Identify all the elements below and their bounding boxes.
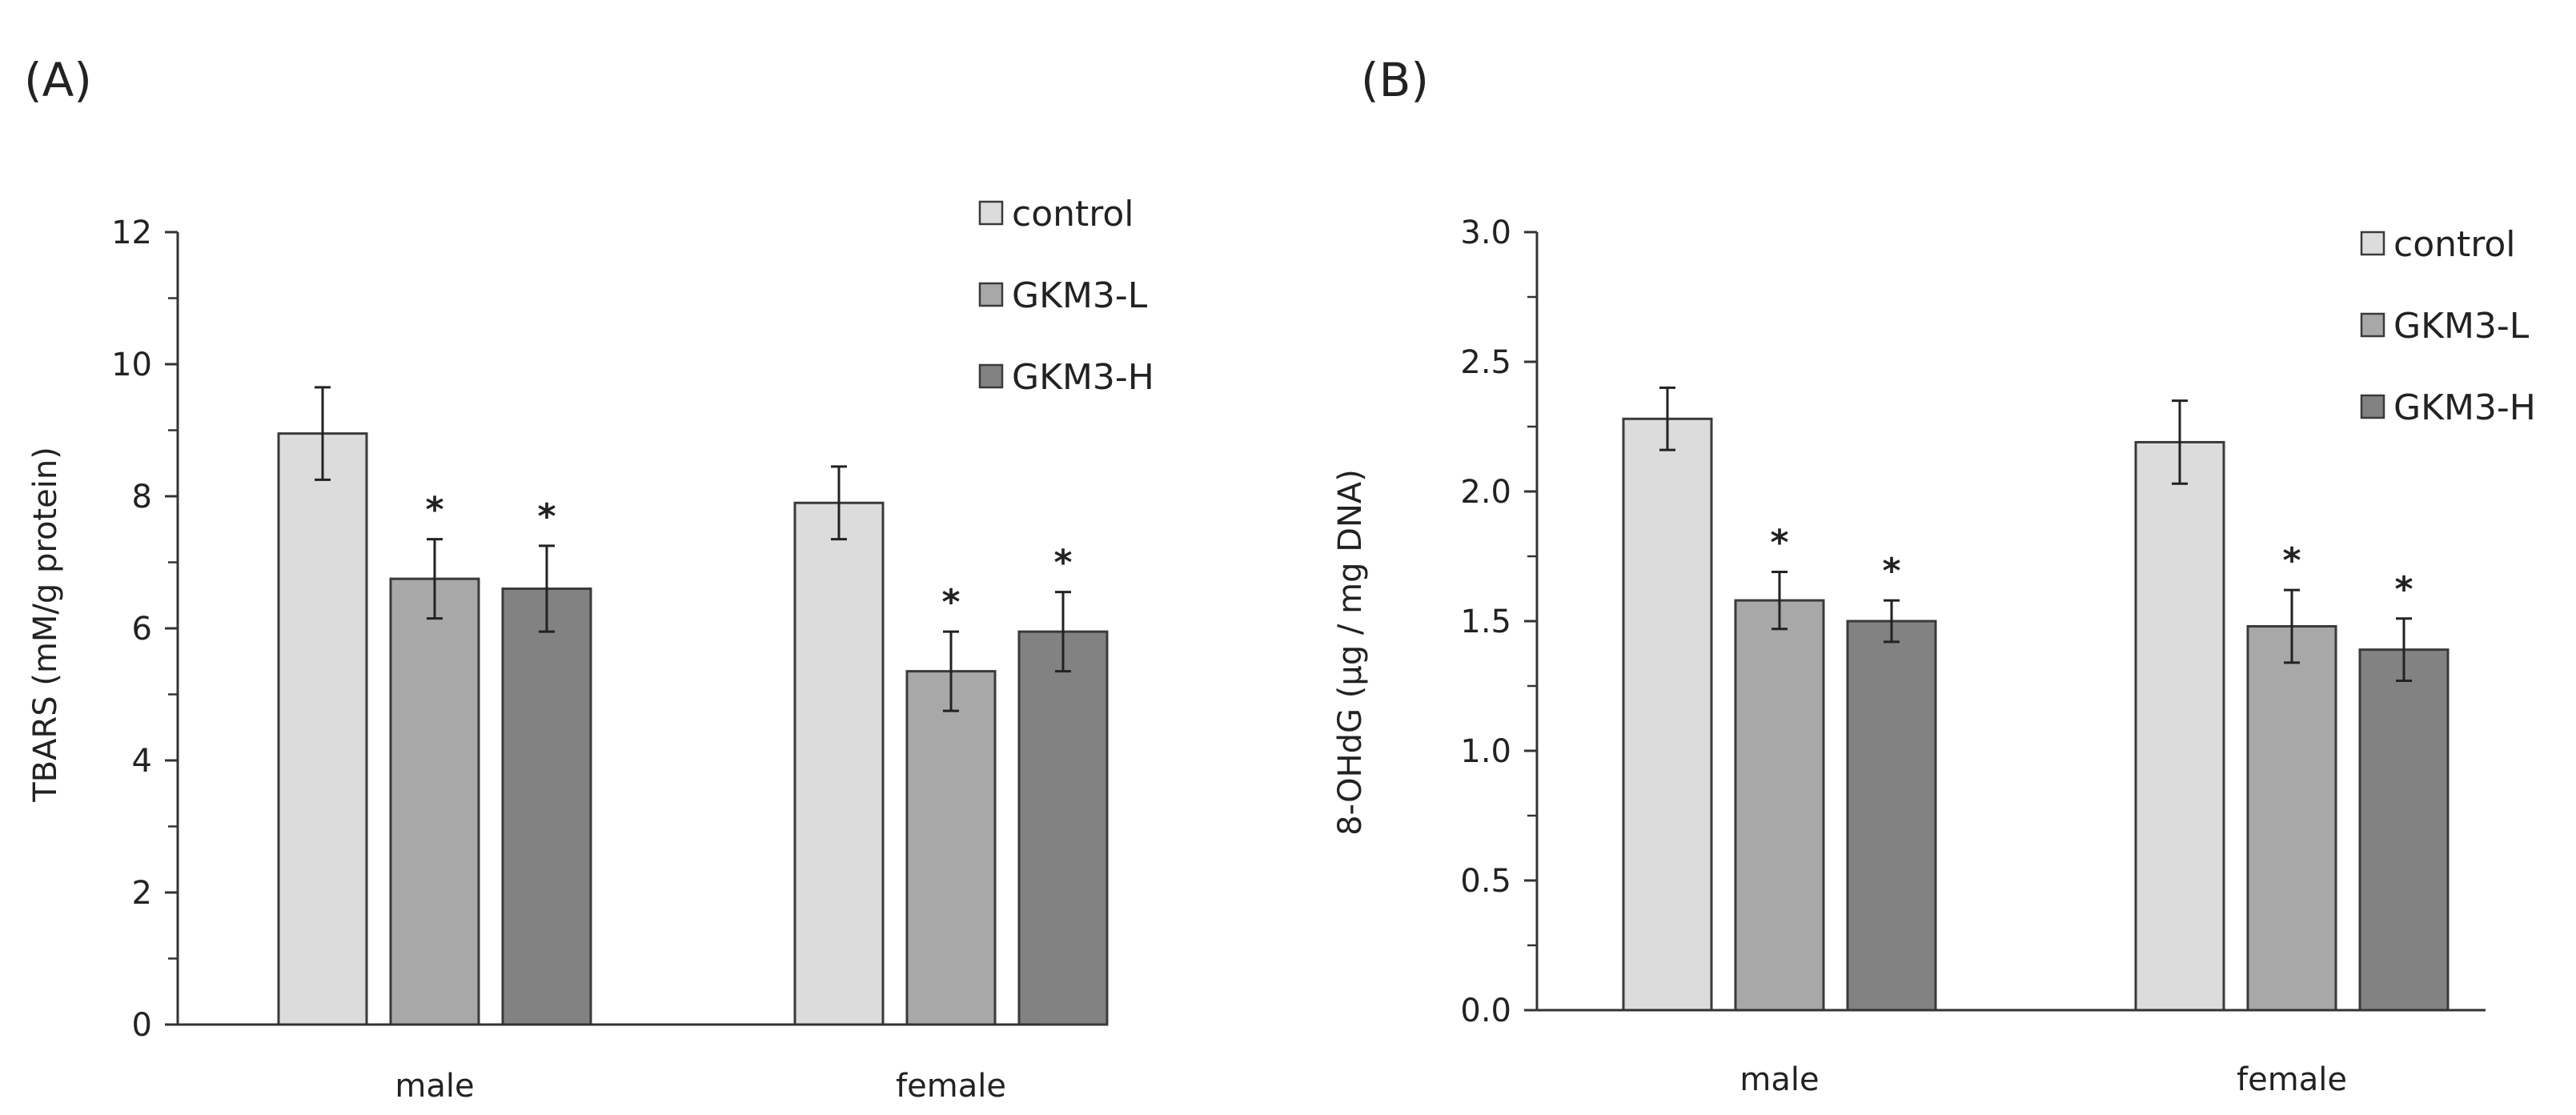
bar-control-female bbox=[2134, 440, 2225, 1012]
y-tick-label: 2.5 bbox=[1460, 344, 1511, 381]
y-tick-label: 1.0 bbox=[1460, 733, 1511, 770]
y-tick-label: 2.0 bbox=[1460, 474, 1511, 511]
panel-label-b: (B) bbox=[1361, 53, 1429, 107]
bar-gkm3-l-male bbox=[1734, 599, 1825, 1012]
legend-swatch-gkm3-h bbox=[2360, 394, 2385, 419]
legend-swatch-control bbox=[978, 200, 1004, 226]
category-label-female: female bbox=[2237, 1061, 2347, 1098]
significance-mark: * bbox=[2394, 569, 2413, 610]
y-tick-label: 0 bbox=[132, 1007, 152, 1044]
bar-control-female bbox=[793, 501, 885, 1026]
bar-control-male bbox=[277, 432, 368, 1026]
legend-swatch-gkm3-l bbox=[978, 282, 1004, 307]
category-label-male: male bbox=[395, 1068, 474, 1105]
significance-mark: * bbox=[941, 582, 960, 623]
legend-b: control GKM3-L GKM3-H bbox=[2360, 224, 2536, 428]
legend-label-control: control bbox=[1012, 194, 1134, 235]
category-label-female: female bbox=[896, 1068, 1006, 1105]
bar-gkm3-h-female bbox=[1017, 630, 1109, 1026]
y-tick-label: 0.5 bbox=[1460, 863, 1511, 900]
bars-a: * * * * bbox=[277, 386, 1109, 1026]
category-label-male: male bbox=[1739, 1061, 1819, 1098]
significance-mark: * bbox=[537, 496, 556, 537]
y-tick-label: 12 bbox=[111, 215, 152, 251]
significance-mark: * bbox=[425, 490, 443, 531]
panel-a: (A) TBARS (mM/g protein) 0 2 4 6 8 10 12 * * ** … bbox=[24, 53, 1154, 1105]
y-tick-label: 10 bbox=[111, 347, 152, 383]
legend-swatch-control bbox=[2360, 231, 2385, 256]
bar-gkm3-l-female bbox=[2246, 624, 2337, 1012]
legend-label-control: control bbox=[2393, 224, 2516, 265]
significance-mark: * bbox=[1053, 543, 1072, 584]
significance-mark: * bbox=[1770, 522, 1788, 563]
y-tick-label: 4 bbox=[132, 743, 152, 780]
legend-a: control GKM3-L GKM3-H bbox=[978, 194, 1154, 398]
bar-gkm3-l-male bbox=[389, 577, 480, 1026]
y-tick-label: 2 bbox=[132, 875, 152, 912]
legend-swatch-gkm3-l bbox=[2360, 312, 2385, 338]
bars-b: * * * * bbox=[1622, 386, 2450, 1012]
y-axis-title-a: TBARS (mM/g protein) bbox=[27, 447, 64, 803]
y-axis-a: 0 2 4 6 8 10 12 bbox=[111, 215, 179, 1044]
legend-label-gkm3-l: GKM3-L bbox=[1012, 275, 1148, 316]
y-axis-title-b: 8-OHdG (μg / mg DNA) bbox=[1332, 469, 1369, 836]
y-tick-label: 0.0 bbox=[1460, 993, 1511, 1029]
significance-mark: * bbox=[2282, 540, 2301, 581]
y-tick-label: 6 bbox=[132, 611, 152, 648]
panel-label-a: (A) bbox=[24, 53, 92, 107]
panel-b: (B) 8-OHdG (μg / mg DNA) 0.0 0.5 1.0 1.5 2.0… bbox=[1332, 53, 2536, 1098]
legend-label-gkm3-h: GKM3-H bbox=[1012, 357, 1154, 398]
legend-label-gkm3-h: GKM3-H bbox=[2393, 387, 2536, 428]
significance-mark: * bbox=[1882, 551, 1900, 592]
legend-swatch-gkm3-h bbox=[978, 363, 1004, 389]
bar-gkm3-h-male bbox=[1846, 620, 1937, 1012]
y-tick-label: 8 bbox=[132, 479, 152, 515]
bar-control-male bbox=[1622, 417, 1713, 1012]
bar-gkm3-l-female bbox=[905, 670, 997, 1026]
y-axis-b: 0.0 0.5 1.0 1.5 2.0 2.5 3.0 bbox=[1460, 215, 1539, 1029]
y-tick-label: 3.0 bbox=[1460, 215, 1511, 251]
bar-gkm3-h-male bbox=[501, 588, 592, 1026]
x-axis-a: male female bbox=[178, 1023, 1041, 1105]
legend-label-gkm3-l: GKM3-L bbox=[2393, 306, 2530, 347]
bar-gkm3-h-female bbox=[2358, 648, 2450, 1012]
y-tick-label: 1.5 bbox=[1460, 604, 1511, 640]
x-axis-b: male female bbox=[1537, 1009, 2486, 1098]
